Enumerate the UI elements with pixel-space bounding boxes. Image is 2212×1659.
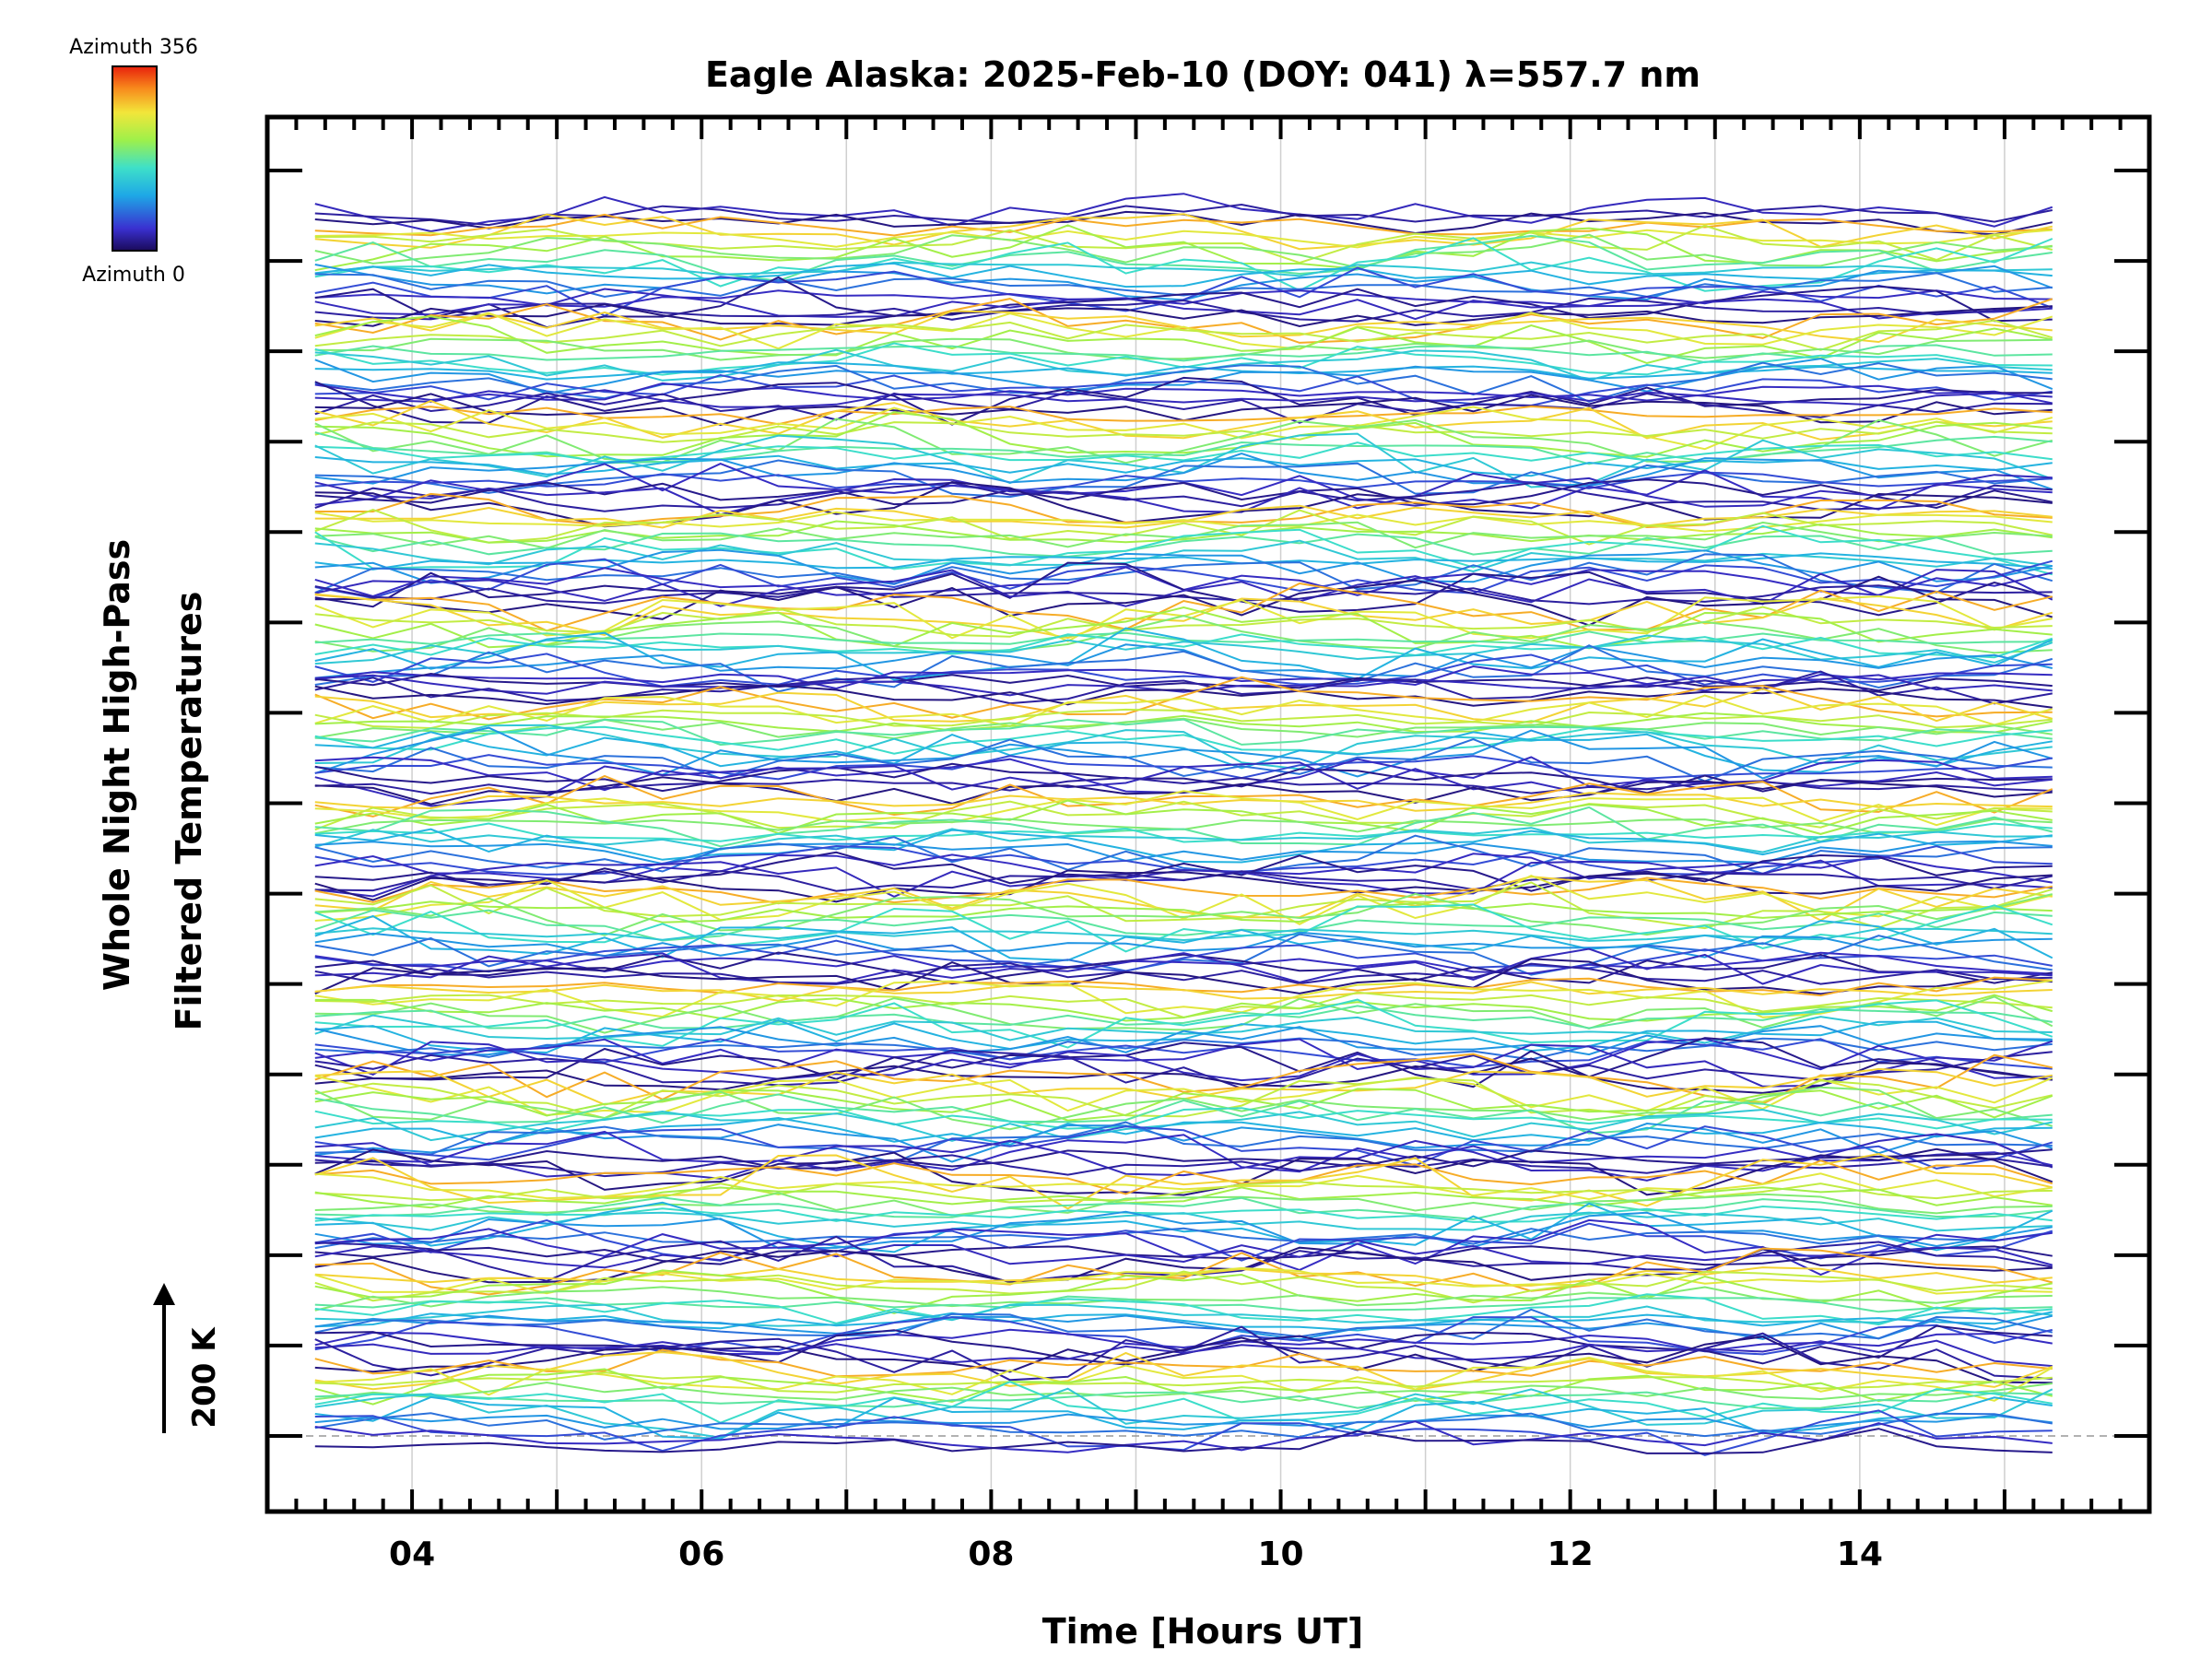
colorbar — [112, 66, 157, 251]
series-line — [315, 1421, 2053, 1453]
series-line — [315, 464, 2053, 510]
series-line — [315, 554, 2053, 593]
x-tick-label: 06 — [678, 1535, 724, 1573]
x-tick-label: 12 — [1547, 1535, 1594, 1573]
series-line — [315, 346, 2053, 363]
y-axis-label-line2: Filtered Temperatures — [169, 592, 209, 1031]
scale-bar-label: 200 K — [186, 1326, 223, 1429]
series-line — [315, 830, 2053, 863]
x-axis-label: Time [Hours UT] — [1042, 1611, 1364, 1652]
scale-bar: 200 K — [153, 1283, 223, 1433]
x-tick-label: 04 — [389, 1535, 435, 1573]
series-line — [315, 1310, 2053, 1339]
series-line — [315, 304, 2053, 326]
scale-bar-arrow-icon — [153, 1283, 175, 1305]
series-line — [315, 739, 2053, 782]
x-tick-label: 08 — [968, 1535, 1014, 1573]
x-tick-label: 10 — [1257, 1535, 1303, 1573]
series-line — [315, 1220, 2053, 1261]
colorbar-top-label: Azimuth 356 — [69, 36, 198, 59]
colorbar-bottom-label: Azimuth 0 — [82, 264, 185, 287]
series-line — [315, 981, 2053, 1018]
chart-title: Eagle Alaska: 2025-Feb-10 (DOY: 041) λ=5… — [705, 54, 1700, 95]
series-line — [315, 392, 2053, 422]
x-tick-label: 14 — [1837, 1535, 1883, 1573]
series-lines — [315, 194, 2053, 1455]
y-axis-label-line1: Whole Night High-Pass — [97, 539, 137, 991]
series-line — [315, 350, 2053, 381]
series-line — [315, 1241, 2053, 1267]
